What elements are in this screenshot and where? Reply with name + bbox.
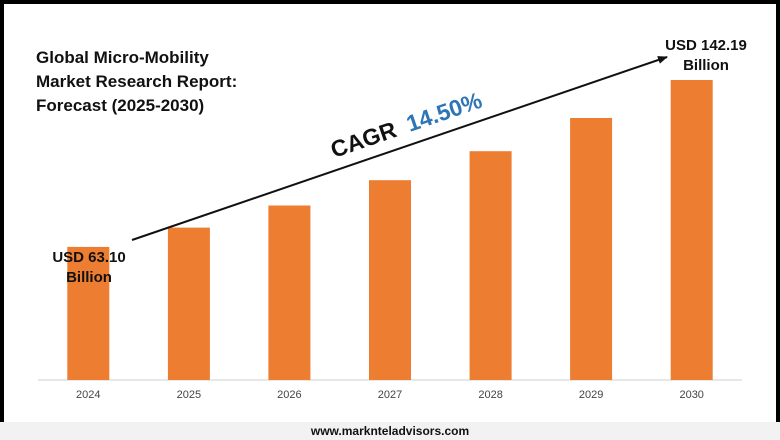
- bar-2030: [670, 80, 713, 380]
- x-tick-label: 2029: [579, 389, 603, 401]
- cagr-value: 14.50%: [403, 87, 485, 137]
- bar-2024: [67, 246, 110, 380]
- cagr-arrow: [131, 56, 668, 241]
- x-tick-label: 2028: [478, 389, 502, 401]
- cagr-label: CAGR: [327, 116, 400, 163]
- chart-title: Global Micro-Mobility Market Research Re…: [36, 46, 296, 118]
- website-footer[interactable]: www.marknteladvisors.com: [0, 422, 780, 440]
- chart-title-line2: Market Research Report:: [36, 72, 238, 91]
- bar-2026: [268, 205, 311, 380]
- chart-title-line1: Global Micro-Mobility: [36, 48, 209, 67]
- bar-2029: [570, 118, 613, 380]
- x-tick-label: 2024: [76, 389, 100, 401]
- bar-2028: [469, 151, 512, 380]
- chart-title-line3: Forecast (2025-2030): [36, 96, 205, 115]
- x-tick-label: 2026: [277, 389, 301, 401]
- cagr-annotation: CAGR 14.50%: [327, 87, 485, 163]
- bar-2025: [167, 227, 210, 380]
- x-tick-label: 2030: [679, 389, 703, 401]
- start-value-line1: USD 63.10: [52, 249, 125, 266]
- x-tick-label: 2027: [378, 389, 402, 401]
- end-value-line2: Billion: [683, 57, 729, 74]
- end-value-line1: USD 142.19: [665, 37, 747, 54]
- x-tick-label: 2025: [177, 389, 201, 401]
- bar-2027: [369, 180, 411, 380]
- start-value-line2: Billion: [66, 269, 112, 286]
